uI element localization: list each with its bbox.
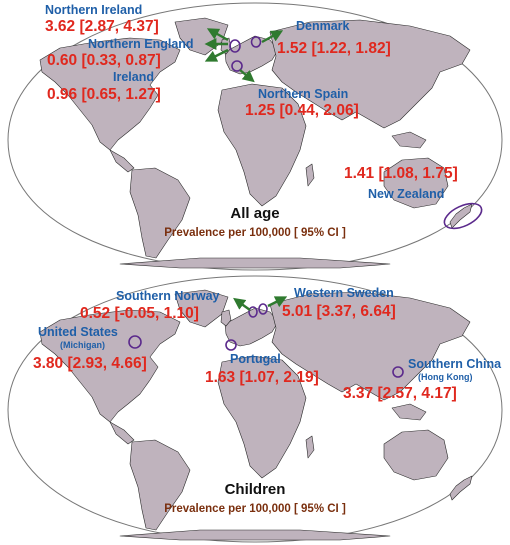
label-southern-norway: Southern Norway <box>116 289 220 303</box>
arrow-southern-norway <box>233 297 251 311</box>
marker-british-isles <box>229 39 241 53</box>
marker-southern-norway <box>248 306 258 318</box>
label-denmark: Denmark <box>296 19 350 33</box>
landmass-madagascar <box>305 163 315 187</box>
map-panel-children: Southern Norway 0.52 [-0.05, 1.10] Weste… <box>7 275 503 543</box>
landmass-maritime-asia <box>391 131 427 149</box>
study-markers <box>128 303 404 378</box>
region-labels-children: Southern Norway 0.52 [-0.05, 1.10] Weste… <box>33 286 502 402</box>
value-new-zealand: 1.41 [1.08, 1.75] <box>344 165 458 182</box>
value-denmark: 1.52 [1.22, 1.82] <box>277 40 391 57</box>
region-labels-all-age: Northern Ireland 3.62 [2.87, 4.37] North… <box>45 3 458 201</box>
pointer-arrows <box>204 28 284 83</box>
arrow-ireland <box>204 48 229 62</box>
value-northern-england: 0.60 [0.33, 0.87] <box>47 52 161 69</box>
value-western-sweden: 5.01 [3.37, 6.64] <box>282 303 396 320</box>
arrow-northern-spain <box>239 69 255 83</box>
panel-title-all-age: All age <box>230 205 279 222</box>
landmass-british-isles <box>220 37 232 55</box>
landmass-group <box>39 289 473 541</box>
landmass-africa <box>217 355 307 479</box>
landmass-north-america <box>39 37 181 151</box>
pointer-arrows <box>233 296 288 311</box>
label-northern-spain: Northern Spain <box>258 87 348 101</box>
landmass-new-zealand <box>449 475 473 501</box>
landmass-antarctica <box>119 529 391 541</box>
landmass-antarctica <box>119 257 391 269</box>
arrow-northern-ireland <box>206 28 229 42</box>
label-portugal: Portugal <box>230 352 281 366</box>
panel-title-children: Children <box>225 481 286 498</box>
value-southern-china: 3.37 [2.57, 4.17] <box>343 385 457 402</box>
landmass-madagascar <box>305 435 315 459</box>
label-new-zealand: New Zealand <box>368 187 444 201</box>
label-northern-ireland: Northern Ireland <box>45 3 142 17</box>
landmass-australia <box>383 429 449 481</box>
landmass-europe <box>224 35 279 75</box>
marker-denmark <box>250 36 262 48</box>
marker-portugal <box>225 339 237 351</box>
panel-caption-all-age: Prevalence per 100,000 [ 95% CI ] <box>164 227 346 239</box>
value-northern-ireland: 3.62 [2.87, 4.37] <box>45 18 159 35</box>
landmass-south-america <box>129 167 191 259</box>
landmass-central-america <box>109 149 135 173</box>
value-northern-spain: 1.25 [0.44, 2.06] <box>245 102 359 119</box>
landmass-central-america <box>109 421 135 445</box>
marker-western-sweden <box>258 303 268 315</box>
panel-caption-children: Prevalence per 100,000 [ 95% CI ] <box>164 503 346 515</box>
landmass-asia <box>269 291 471 401</box>
value-ireland: 0.96 [0.65, 1.27] <box>47 86 161 103</box>
study-markers <box>229 36 483 230</box>
marker-hong-kong <box>392 366 404 378</box>
arrow-denmark <box>261 30 284 44</box>
landmass-australia <box>383 157 449 209</box>
landmass-greenland <box>174 289 229 328</box>
landmass-maritime-asia <box>391 403 427 421</box>
landmass-africa <box>217 83 307 207</box>
map-panel-all-age: Northern Ireland 3.62 [2.87, 4.37] North… <box>7 2 503 271</box>
value-southern-norway: 0.52 [-0.05, 1.10] <box>80 305 199 322</box>
label-western-sweden: Western Sweden <box>294 286 394 300</box>
label-southern-china: Southern China <box>408 357 502 371</box>
label-hong-kong: (Hong Kong) <box>418 372 472 382</box>
value-portugal: 1.63 [1.07, 2.19] <box>205 369 319 386</box>
label-united-states: United States <box>38 325 118 339</box>
landmass-asia <box>269 19 471 129</box>
marker-northern-spain <box>231 60 243 72</box>
label-northern-england: Northern England <box>88 37 194 51</box>
label-michigan: (Michigan) <box>60 340 105 350</box>
landmass-new-zealand <box>449 203 473 229</box>
marker-new-zealand <box>443 202 483 230</box>
value-united-states: 3.80 [2.93, 4.66] <box>33 355 147 372</box>
marker-michigan <box>128 335 142 349</box>
arrow-western-sweden <box>267 296 288 308</box>
landmass-north-america <box>39 309 181 423</box>
landmass-group <box>39 17 473 269</box>
landmass-south-america <box>129 439 191 531</box>
landmass-british-isles <box>220 309 232 327</box>
label-ireland: Ireland <box>113 70 154 84</box>
